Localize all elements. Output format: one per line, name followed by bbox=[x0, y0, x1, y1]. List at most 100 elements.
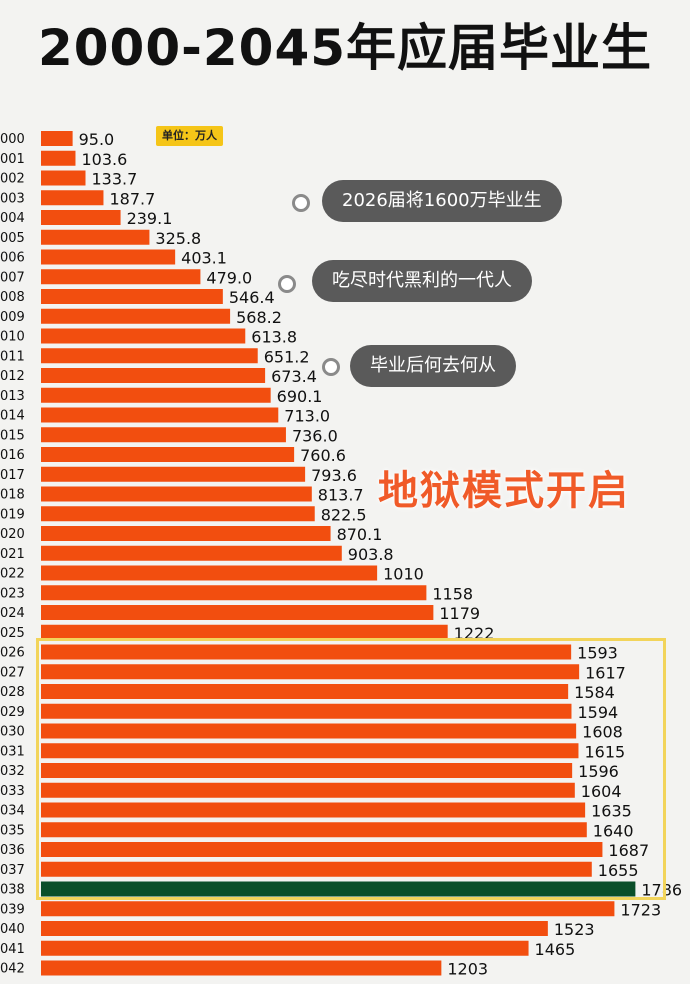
value-label: 1584 bbox=[574, 683, 615, 702]
bar bbox=[41, 605, 434, 620]
value-label: 1465 bbox=[535, 940, 576, 959]
value-label: 793.6 bbox=[311, 466, 357, 485]
value-label: 187.7 bbox=[109, 189, 155, 208]
value-label: 1655 bbox=[598, 861, 639, 880]
bar bbox=[41, 822, 587, 838]
bar bbox=[41, 782, 575, 798]
category-label: 000 bbox=[0, 132, 25, 147]
category-label: 035 bbox=[0, 823, 25, 838]
bar bbox=[41, 723, 577, 739]
value-label: 613.8 bbox=[251, 328, 297, 347]
bar bbox=[41, 210, 121, 225]
callout-2026: 2026届将1600万毕业生 bbox=[322, 180, 562, 222]
category-label: 002 bbox=[0, 172, 25, 187]
value-label: 239.1 bbox=[127, 209, 173, 228]
bar bbox=[41, 506, 315, 522]
category-label: 005 bbox=[0, 231, 25, 246]
value-label: 713.0 bbox=[284, 407, 330, 426]
category-label: 019 bbox=[0, 507, 25, 522]
category-label: 024 bbox=[0, 606, 25, 621]
value-label: 1723 bbox=[620, 900, 661, 919]
category-label: 038 bbox=[0, 883, 25, 898]
emphasis-text: 地狱模式开启 bbox=[378, 468, 630, 514]
category-label: 032 bbox=[0, 764, 25, 779]
unit-badge: 单位：万人 bbox=[156, 126, 223, 146]
category-label: 010 bbox=[0, 330, 25, 345]
bar bbox=[41, 684, 569, 699]
bar bbox=[41, 407, 279, 423]
bar bbox=[41, 328, 246, 344]
value-label: 760.6 bbox=[300, 446, 346, 465]
bar bbox=[41, 743, 579, 759]
value-label: 1687 bbox=[608, 841, 649, 860]
callout-future: 毕业后何去何从 bbox=[350, 345, 516, 387]
value-label: 690.1 bbox=[277, 387, 323, 406]
bar bbox=[41, 842, 603, 857]
value-label: 1203 bbox=[447, 960, 488, 979]
category-label: 041 bbox=[0, 942, 25, 957]
bar bbox=[41, 565, 378, 581]
category-label: 011 bbox=[0, 349, 25, 364]
category-label: 023 bbox=[0, 586, 25, 601]
value-label: 1608 bbox=[582, 723, 623, 742]
category-label: 042 bbox=[0, 962, 25, 977]
bar bbox=[41, 348, 258, 364]
value-label: 1596 bbox=[578, 762, 619, 781]
page-title: 2000-2045年应届毕业生 bbox=[37, 19, 653, 77]
category-label: 025 bbox=[0, 626, 25, 641]
category-label: 015 bbox=[0, 428, 25, 443]
bar bbox=[41, 170, 86, 186]
bar bbox=[41, 427, 286, 443]
category-label: 026 bbox=[0, 646, 25, 661]
bar bbox=[41, 526, 331, 541]
value-label: 736.0 bbox=[292, 426, 338, 445]
bar bbox=[41, 190, 104, 206]
category-label: 007 bbox=[0, 270, 25, 285]
category-label: 016 bbox=[0, 448, 25, 463]
value-label: 1640 bbox=[593, 821, 634, 840]
value-label: 1617 bbox=[585, 663, 626, 682]
bar bbox=[41, 447, 295, 462]
callout-dot-icon bbox=[278, 275, 296, 293]
category-label: 012 bbox=[0, 369, 25, 384]
category-label: 031 bbox=[0, 744, 25, 759]
value-label: 813.7 bbox=[318, 486, 364, 505]
highlight-box bbox=[36, 638, 666, 900]
category-label: 029 bbox=[0, 705, 25, 720]
category-label: 039 bbox=[0, 902, 25, 917]
callout-dot-icon bbox=[322, 358, 340, 376]
category-label: 013 bbox=[0, 389, 25, 404]
category-label: 014 bbox=[0, 409, 25, 424]
category-label: 006 bbox=[0, 251, 25, 266]
callout-dot-icon bbox=[292, 194, 310, 212]
value-label: 546.4 bbox=[229, 288, 275, 307]
category-label: 030 bbox=[0, 725, 25, 740]
bar bbox=[41, 664, 580, 680]
bar bbox=[41, 703, 572, 719]
value-label: 673.4 bbox=[271, 367, 317, 386]
value-label: 651.2 bbox=[264, 347, 310, 366]
bar bbox=[41, 802, 586, 818]
category-label: 037 bbox=[0, 863, 25, 878]
category-label: 018 bbox=[0, 488, 25, 503]
category-label: 008 bbox=[0, 290, 25, 305]
callout-generation: 吃尽时代黑利的一代人 bbox=[312, 260, 532, 302]
bar bbox=[41, 249, 176, 265]
bar bbox=[41, 861, 592, 877]
bar bbox=[41, 229, 150, 245]
category-label: 033 bbox=[0, 784, 25, 799]
bar bbox=[41, 486, 312, 502]
value-label: 822.5 bbox=[321, 505, 367, 524]
category-label: 001 bbox=[0, 152, 25, 167]
value-label: 1593 bbox=[577, 644, 618, 663]
category-label: 021 bbox=[0, 547, 25, 562]
category-label: 040 bbox=[0, 922, 25, 937]
bar bbox=[41, 881, 636, 897]
category-label: 027 bbox=[0, 665, 25, 680]
category-label: 003 bbox=[0, 191, 25, 206]
bar bbox=[41, 150, 76, 166]
category-label: 034 bbox=[0, 804, 25, 819]
value-label: 1010 bbox=[383, 565, 424, 584]
value-label: 870.1 bbox=[337, 525, 383, 544]
